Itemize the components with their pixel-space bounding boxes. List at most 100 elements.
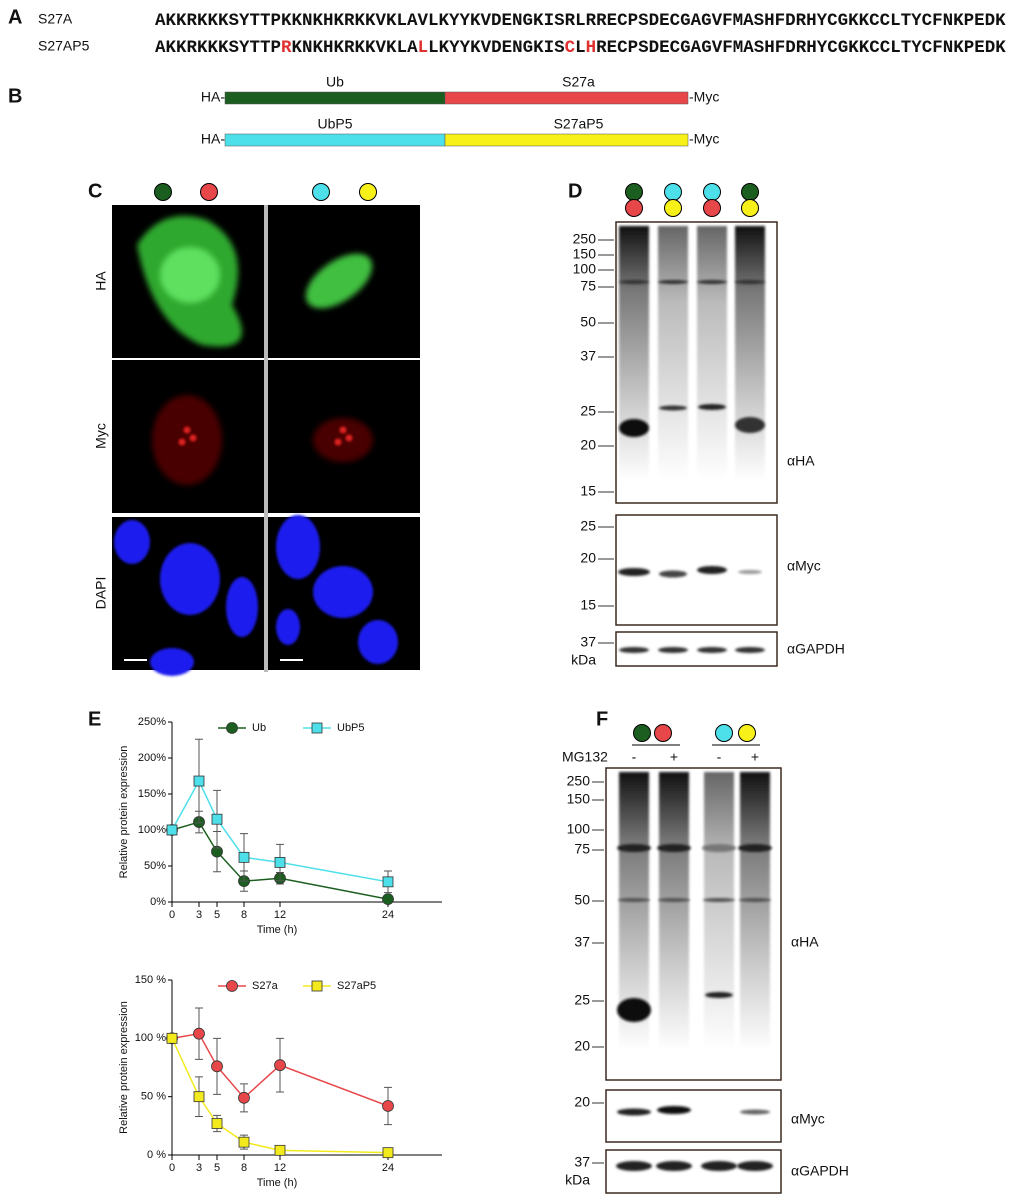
- band: [737, 1161, 773, 1171]
- marker-label: 25: [580, 403, 596, 419]
- legend-label: S27aP5: [337, 980, 376, 992]
- y-tick-label: 200%: [138, 752, 166, 764]
- panel-label: D: [568, 180, 582, 202]
- marker: [311, 722, 323, 734]
- marker-label: 25: [580, 518, 596, 534]
- band: [619, 647, 649, 653]
- unit-label: kDa: [571, 652, 596, 668]
- unit-label: kDa: [565, 1172, 590, 1188]
- x-tick-label: 12: [274, 1162, 286, 1174]
- panel-label: F: [596, 708, 608, 730]
- color-dot: [703, 199, 721, 217]
- marker: [211, 813, 223, 825]
- band: [735, 647, 765, 653]
- spot: [183, 426, 191, 434]
- color-dot: [625, 183, 643, 201]
- domain-name: UbP5: [317, 116, 352, 132]
- marker-label: 75: [574, 841, 590, 857]
- tag: HA-: [201, 89, 225, 105]
- domain-name: S27aP5: [554, 116, 604, 132]
- micrograph: [268, 360, 420, 513]
- marker-label: 20: [574, 1038, 590, 1054]
- color-dot: [633, 724, 651, 742]
- marker: [274, 1144, 286, 1156]
- marker: [166, 824, 178, 836]
- spot: [334, 438, 342, 446]
- lane-label: -: [632, 749, 637, 765]
- marker-label: 25: [574, 992, 590, 1008]
- spot: [345, 434, 353, 442]
- marker: [274, 857, 286, 868]
- series-line: [171, 1038, 389, 1154]
- panel-label: A: [8, 6, 22, 28]
- row-label: HA: [93, 271, 109, 291]
- domain-bar: [444, 133, 689, 147]
- marker-label: 75: [580, 278, 596, 294]
- marker-label: 37: [574, 934, 590, 950]
- nucleus: [313, 566, 373, 618]
- marker-label: 15: [580, 483, 596, 499]
- y-tick-label: 100%: [138, 824, 166, 836]
- sequence: AKKRKKKSYTTPKKNKHKRKKVKLAVLKYYKVDENGKISR…: [155, 11, 1006, 31]
- marker: [226, 722, 238, 734]
- nucleus: [276, 609, 300, 645]
- tag: -Myc: [689, 131, 719, 147]
- band: [739, 898, 771, 902]
- x-tick-label: 8: [241, 909, 247, 921]
- residue-segment: L: [418, 38, 429, 58]
- color-dot: [625, 199, 643, 217]
- domain-bar: [444, 91, 689, 105]
- marker-label: 20: [580, 550, 596, 566]
- antibody-label: αMyc: [787, 558, 821, 574]
- color-dot: [715, 724, 733, 742]
- residue-segment: RECPSDECGAGVFMASHFDRHYCGKKCCLTYCFNKPEDK: [596, 38, 1006, 58]
- spot: [178, 438, 186, 446]
- blot: [605, 1089, 782, 1143]
- marker-label: 37: [580, 348, 596, 364]
- smear: [740, 772, 770, 1050]
- band: [617, 1108, 651, 1116]
- x-tick-label: 3: [196, 1162, 202, 1174]
- band: [658, 647, 688, 653]
- band: [705, 992, 733, 998]
- marker: [382, 1100, 394, 1112]
- nucleus: [160, 543, 220, 615]
- tag: -Myc: [689, 89, 719, 105]
- band: [735, 417, 765, 433]
- antibody-label: αGAPDH: [791, 1163, 849, 1179]
- band: [738, 844, 772, 852]
- marker-label: 50: [580, 314, 596, 330]
- band: [657, 844, 691, 852]
- cell: [313, 418, 373, 462]
- x-tick-label: 0: [169, 1162, 175, 1174]
- marker-label: 150: [567, 791, 591, 807]
- color-dot: [738, 724, 756, 742]
- y-axis-title: Relative protein expression: [118, 1001, 130, 1134]
- color-dot: [154, 183, 172, 201]
- y-tick-label: 0%: [150, 896, 166, 908]
- band: [658, 898, 690, 902]
- antibody-label: αHA: [791, 934, 819, 950]
- domain-bar: [224, 133, 446, 147]
- band: [697, 280, 727, 284]
- antibody-label: αMyc: [791, 1111, 825, 1127]
- marker-label: 100: [567, 821, 591, 837]
- band: [697, 566, 727, 574]
- band: [658, 280, 688, 284]
- marker: [311, 980, 323, 992]
- x-tick-label: 5: [214, 909, 220, 921]
- panel-label: C: [88, 180, 102, 202]
- cell: [305, 253, 373, 309]
- y-tick-label: 250%: [138, 716, 166, 728]
- marker: [166, 1032, 178, 1044]
- band: [698, 404, 726, 410]
- marker: [211, 1060, 223, 1073]
- antibody-label: αHA: [787, 453, 815, 469]
- band: [738, 570, 762, 574]
- band: [740, 1109, 770, 1115]
- smear: [658, 226, 688, 480]
- marker: [382, 1147, 394, 1159]
- x-tick-label: 12: [274, 909, 286, 921]
- marker-label: 37: [574, 1154, 590, 1170]
- micrograph: [268, 515, 420, 670]
